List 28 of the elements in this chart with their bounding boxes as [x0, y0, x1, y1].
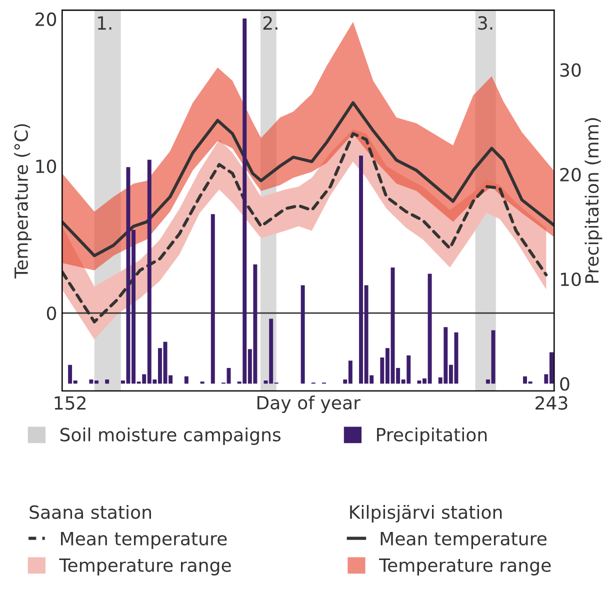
x-tick-label: 243	[536, 396, 568, 410]
text: Soil moisture campaigns	[60, 427, 281, 445]
legend-label: Mean temperature	[380, 532, 546, 549]
y-tick-label: 0	[46, 306, 56, 320]
legend-label: Mean temperature	[61, 532, 227, 549]
text: Temperature range	[378, 558, 551, 576]
y-axis-title: Temperature (°C)	[14, 124, 32, 279]
text: Saana station	[30, 504, 151, 519]
x-tick-label: 152	[54, 396, 86, 410]
bar	[210, 214, 215, 384]
y2-tick-label: 30	[560, 63, 581, 77]
y-tick-label: 10	[36, 159, 56, 174]
y-tick-label: 20	[36, 12, 56, 26]
band-label: 1.	[98, 16, 112, 30]
legend-label: Precipitation	[377, 427, 487, 445]
line-series	[62, 101, 554, 258]
y2-tick-label: 20	[560, 168, 581, 182]
y2-tick-label: 0	[560, 377, 570, 391]
text: Kilpisjärvi station	[350, 504, 502, 522]
bar	[300, 285, 305, 384]
band-label: 2.	[263, 16, 278, 30]
y2-tick-label: 10	[560, 272, 581, 286]
bar	[105, 379, 110, 384]
x-axis-title: Day of year	[257, 396, 361, 414]
bar	[184, 376, 188, 384]
band-label: 3.	[478, 16, 492, 30]
y2-axis-title: Precipitation (mm)	[584, 118, 602, 283]
text: Temperature range	[59, 558, 231, 576]
